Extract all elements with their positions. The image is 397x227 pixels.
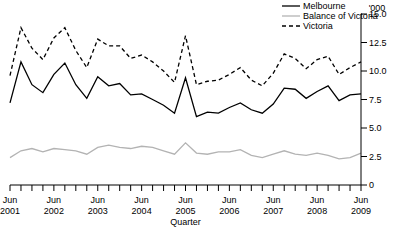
svg-text:7.5: 7.5 [369, 95, 382, 105]
svg-text:2.5: 2.5 [369, 152, 382, 162]
html-text:Melbourne: Melbourne [303, 1, 346, 11]
svg-text:'000: '000 [368, 3, 386, 13]
html-text:Victoria: Victoria [303, 21, 333, 31]
svg-text:Jun2007: Jun2007 [263, 195, 283, 216]
svg-text:Jun2008: Jun2008 [307, 195, 327, 216]
svg-text:Jun2005: Jun2005 [175, 195, 195, 216]
svg-text:Jun2002: Jun2002 [44, 195, 64, 216]
svg-text:Quarter: Quarter [170, 217, 201, 227]
svg-text:Jun2009: Jun2009 [351, 195, 371, 216]
svg-text:12.5: 12.5 [369, 38, 387, 48]
svg-text:Jun2003: Jun2003 [88, 195, 108, 216]
svg-text:0: 0 [369, 180, 374, 190]
svg-text:Jun2004: Jun2004 [132, 195, 152, 216]
html-text:Balance of Victoria: Balance of Victoria [303, 11, 378, 21]
svg-text:5.0: 5.0 [369, 123, 382, 133]
svg-text:10.0: 10.0 [369, 66, 387, 76]
svg-text:Jun2001: Jun2001 [8, 195, 20, 216]
svg-text:Jun2006: Jun2006 [219, 195, 239, 216]
